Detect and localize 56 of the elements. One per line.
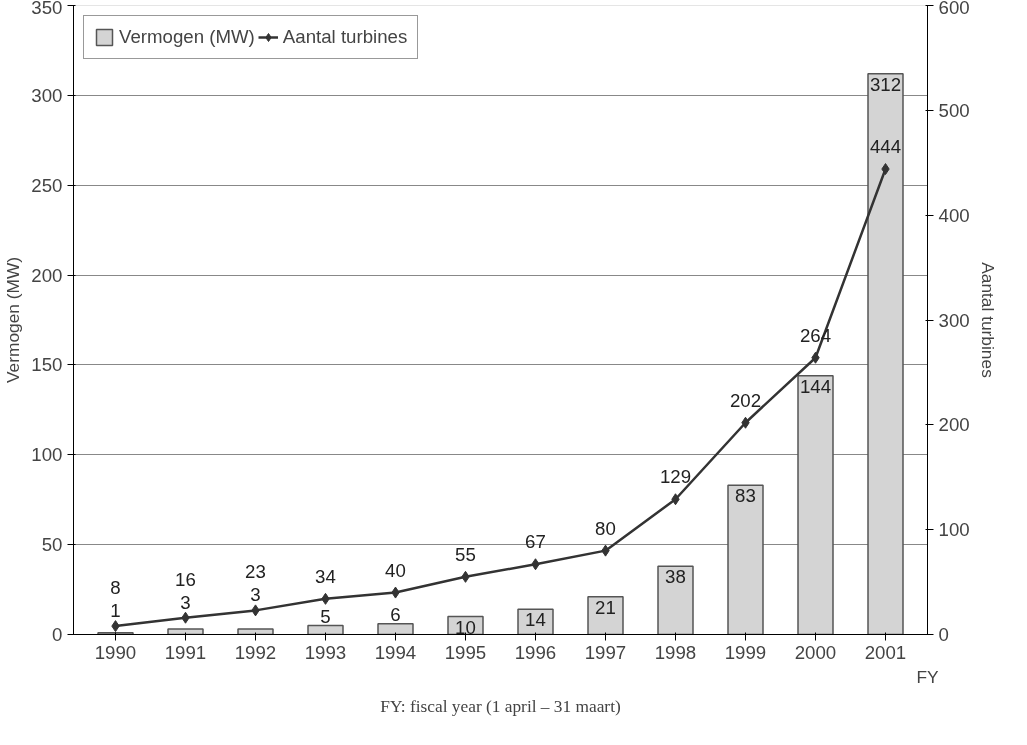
y-tick-label: 0: [52, 624, 63, 645]
data-label: 80: [595, 517, 616, 539]
data-label: 14: [525, 609, 546, 631]
y2-tick-label: 0: [938, 624, 949, 645]
x-tick-label: 1998: [654, 641, 697, 663]
x-tick-label: 1991: [164, 641, 207, 663]
data-label: 38: [665, 566, 686, 588]
y2-tick-label: 600: [938, 0, 970, 18]
text: FY: fiscal year (1 april – 31 maart): [380, 696, 621, 716]
data-label: 5: [320, 605, 331, 627]
legend-label: Aantal turbines: [282, 26, 408, 48]
data-label: 83: [735, 485, 756, 507]
x-tick-label: 1990: [94, 641, 137, 663]
data-label: 3: [250, 584, 261, 606]
y-tick-label: 200: [31, 264, 63, 286]
data-label: 144: [799, 375, 832, 397]
data-label: 8: [110, 577, 121, 599]
data-label: 16: [175, 568, 196, 590]
data-label: 34: [315, 565, 336, 587]
y-tick-label: 150: [31, 354, 63, 376]
x-tick-label: 1993: [304, 641, 347, 663]
x-tick-label: 1995: [444, 641, 487, 663]
y2-tick-label: 400: [938, 204, 970, 226]
y2-tick-label: 500: [938, 99, 970, 121]
data-label: 23: [245, 561, 266, 583]
data-label: 202: [729, 389, 762, 411]
x-tick-label: 1997: [584, 641, 627, 663]
data-label: 40: [385, 559, 406, 581]
y2-tick-label: 200: [938, 414, 970, 436]
legend-label: Vermogen (MW): [119, 26, 255, 48]
data-label: 1: [110, 600, 121, 622]
data-label: 21: [595, 596, 616, 618]
data-label: 129: [659, 466, 692, 488]
y-tick-label: 300: [31, 84, 63, 106]
x-tick-label: 1996: [514, 641, 557, 663]
data-label: 10: [455, 616, 476, 638]
y-tick-label: 250: [31, 174, 63, 196]
y-tick-label: 350: [31, 0, 63, 18]
data-label: 55: [455, 543, 476, 565]
y-tick-label: 50: [41, 534, 63, 556]
data-label: 67: [525, 531, 546, 553]
data-label: 312: [869, 73, 902, 95]
data-label: 444: [869, 136, 902, 158]
y-axis-title: Vermogen (MW): [3, 256, 24, 384]
y2-tick-label: 300: [938, 309, 970, 331]
x-tick-label: 1992: [234, 641, 277, 663]
x-tick-label: 1999: [724, 641, 767, 663]
x-tick-label: 1994: [374, 641, 417, 663]
x-axis-title: FY: [916, 666, 940, 687]
y2-axis-title: Aantal turbines: [977, 262, 998, 379]
y2-tick-label: 100: [938, 519, 970, 541]
data-label: 6: [390, 603, 401, 625]
y-tick-label: 100: [31, 444, 63, 466]
data-label: 3: [180, 591, 191, 613]
x-tick-label: 2001: [864, 641, 907, 663]
x-tick-label: 2000: [794, 641, 837, 663]
